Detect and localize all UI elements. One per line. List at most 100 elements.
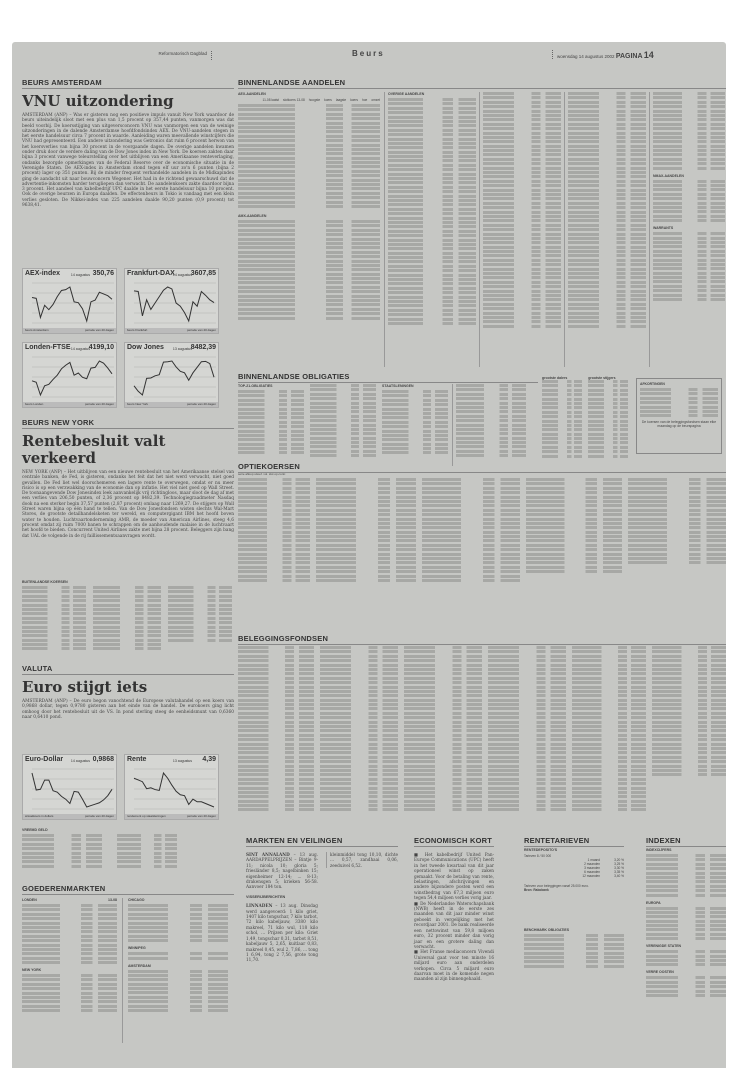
rate: 3,30 %: [614, 866, 624, 870]
chart-period: periode van 20 dagen: [186, 814, 216, 818]
text: – 13 aug. Dinsdag werd aangevoerd: 1 kil…: [246, 903, 318, 963]
table-row: [404, 694, 482, 698]
table-row: [488, 703, 566, 707]
table-row: [128, 1004, 228, 1008]
table-row: [653, 249, 725, 253]
table-row: [568, 100, 646, 104]
col-header: hoe: [361, 98, 368, 102]
chart-source: beurs New York: [127, 402, 149, 406]
table-row: [320, 738, 398, 742]
table-row: [238, 299, 380, 303]
table-row: [238, 530, 310, 534]
table-row: [422, 521, 520, 525]
table-title: RENTEDEPOSITO'S: [524, 848, 558, 852]
news-item: ■ De Nederlandse Waterschapsbank (NWB) h…: [414, 900, 494, 949]
table-row: [483, 149, 561, 153]
binnenlandse-aandelen: BINNENLANDSE AANDELEN AEX-AANDELEN 11-08…: [238, 78, 726, 367]
table-row: [628, 530, 726, 534]
table-row: [422, 557, 520, 561]
table-row: [22, 647, 86, 651]
table-row: [524, 951, 624, 955]
table-row: [587, 384, 628, 388]
table-row: [116, 864, 177, 868]
table-row: [572, 746, 646, 750]
table-row: [238, 773, 314, 777]
table-row: [238, 539, 310, 543]
box-title: AFKORTINGEN: [640, 382, 665, 386]
table-row: [238, 263, 380, 267]
table-row: [652, 716, 726, 720]
section-header: INDEXEN: [646, 836, 726, 847]
table-row: [572, 703, 646, 707]
table-row: [483, 171, 561, 175]
table-row: [238, 183, 380, 187]
chart-source: wisselkoers in dollars: [25, 814, 54, 818]
table-row: [483, 96, 561, 100]
table-row: [404, 795, 482, 799]
table-row: [653, 188, 725, 192]
table-row: [488, 746, 566, 750]
table-row: [572, 773, 646, 777]
chart-period: periode van 20 dagen: [84, 814, 114, 818]
table-row: [568, 272, 646, 276]
table-row: [640, 409, 718, 413]
table-row: [167, 594, 232, 598]
table-rows: [382, 390, 448, 455]
table-row: [652, 681, 726, 685]
table-row: [568, 109, 646, 113]
news-text: Het Franse mediaconcern Vivendi Universa…: [414, 949, 494, 982]
table-row: [167, 634, 232, 638]
table-row: [238, 442, 304, 446]
chart-date: 14 augustus: [172, 273, 192, 277]
table-row: [238, 565, 310, 569]
table-rows: [652, 646, 726, 777]
table-row: [238, 543, 310, 547]
col-header: omzet: [371, 98, 380, 102]
table-row: [310, 441, 376, 445]
table-row: [22, 978, 117, 982]
table-row: [456, 392, 526, 396]
table-row: [22, 956, 117, 960]
table-row: [316, 478, 416, 481]
table-rows: [483, 92, 561, 328]
table-row: [568, 131, 646, 135]
table-row: [422, 482, 520, 486]
table-row: [388, 291, 476, 295]
table-row: [382, 447, 448, 451]
table-row: [488, 716, 566, 720]
table-rows: [167, 586, 232, 643]
table-row: [22, 952, 117, 956]
table-row: [568, 250, 646, 254]
table-row: [388, 299, 476, 303]
table-row: [238, 738, 314, 742]
table-row: [128, 939, 228, 943]
table-row: [572, 663, 646, 667]
table-row: [526, 548, 622, 552]
col-header: slotkoers 13-08: [282, 98, 305, 102]
table-row: [542, 415, 582, 419]
table-row: [653, 280, 725, 284]
goederenmarkten: GOEDERENMARKTEN LONDEN 13-08 NEW YORK CH…: [22, 884, 234, 1043]
table-row: [652, 707, 726, 711]
table-row: [404, 755, 482, 759]
table-row: [22, 904, 117, 907]
table-row: [404, 689, 482, 693]
table-row: [652, 746, 726, 750]
table-row: [238, 134, 380, 138]
table-row: [238, 268, 380, 272]
table-rows: [640, 388, 718, 418]
table-row: [483, 280, 561, 284]
table-row: [238, 312, 380, 316]
table-row: [238, 174, 380, 178]
table-row: [316, 574, 416, 578]
table-row: [388, 278, 476, 282]
table-row: [456, 445, 526, 449]
table-row: [653, 184, 725, 188]
table-row: [483, 153, 561, 157]
table-row: [238, 130, 380, 134]
table-row: [652, 751, 726, 755]
table-row: [22, 1009, 117, 1013]
table-row: [483, 127, 561, 131]
table-row: [404, 799, 482, 803]
table-row: [388, 203, 476, 207]
